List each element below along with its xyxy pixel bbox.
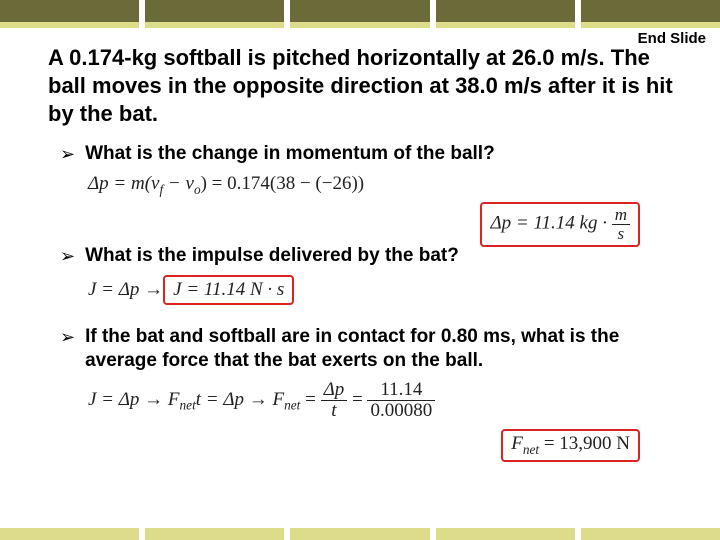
problem-statement: A 0.174-kg softball is pitched horizonta… bbox=[48, 44, 680, 128]
top-decorative-bars bbox=[0, 0, 720, 22]
chevron-icon: ➢ bbox=[60, 144, 75, 165]
end-slide-label: End Slide bbox=[638, 30, 706, 47]
q3-text: If the bat and softball are in contact f… bbox=[85, 325, 680, 374]
q1-text: What is the change in momentum of the ba… bbox=[85, 142, 495, 167]
q3-equation: J = Δp → Fnett = Δp → Fnet = Δpt = 11.14… bbox=[88, 380, 680, 421]
q2-text: What is the impulse delivered by the bat… bbox=[85, 244, 459, 269]
slide-content: A 0.174-kg softball is pitched horizonta… bbox=[0, 22, 720, 467]
bottom-decorative-bars bbox=[0, 528, 720, 540]
q1-answer-box: Δp = 11.14 kg · ms bbox=[480, 202, 640, 247]
bullet-q2: ➢ What is the impulse delivered by the b… bbox=[60, 244, 680, 269]
chevron-icon: ➢ bbox=[60, 327, 75, 348]
q1-equation: Δp = m(vf − vo) = 0.174(38 − (−26)) bbox=[88, 173, 680, 198]
q3-answer-box: Fnet = 13,900 N bbox=[501, 429, 640, 462]
chevron-icon: ➢ bbox=[60, 246, 75, 267]
bullet-q1: ➢ What is the change in momentum of the … bbox=[60, 142, 680, 167]
q2-equation: J = Δp → J = 11.14 N · s bbox=[88, 275, 680, 305]
q2-answer-box: J = 11.14 N · s bbox=[163, 275, 294, 305]
bullet-q3: ➢ If the bat and softball are in contact… bbox=[60, 325, 680, 374]
